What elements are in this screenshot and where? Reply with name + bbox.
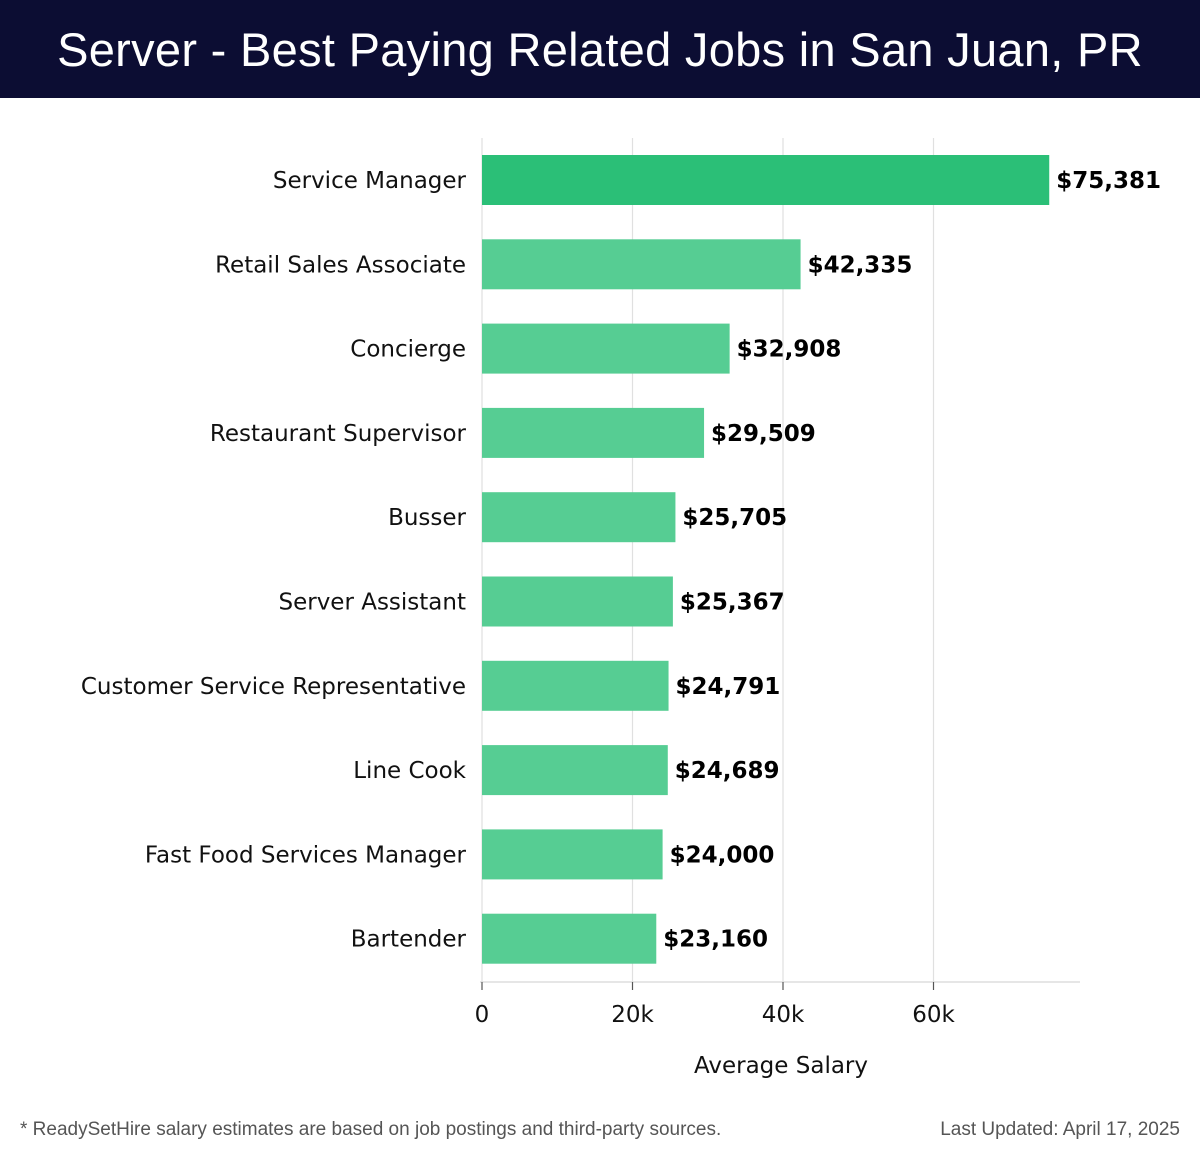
- bar-4: [482, 492, 676, 543]
- bar-9: [482, 913, 657, 964]
- tick-label-1: 20k: [611, 1002, 654, 1028]
- x-axis-ticks: 0 20k 40k 60k: [475, 982, 955, 1028]
- footer-note: * ReadySetHire salary estimates are base…: [20, 1119, 722, 1140]
- bar-7: [482, 745, 668, 796]
- category-label-2: Concierge: [350, 337, 466, 363]
- value-label-2: $32,908: [737, 337, 842, 363]
- chart-header: Server - Best Paying Related Jobs in San…: [0, 0, 1200, 98]
- value-label-3: $29,509: [711, 421, 816, 447]
- value-label-4: $25,705: [682, 505, 787, 531]
- category-label-0: Service Manager: [273, 168, 467, 194]
- category-label-4: Busser: [388, 505, 466, 531]
- chart-title: Server - Best Paying Related Jobs in San…: [57, 22, 1143, 76]
- bar-chart: Service Manager Retail Sales Associate Con…: [81, 138, 1161, 1079]
- category-label-3: Restaurant Supervisor: [210, 421, 467, 447]
- value-label-5: $25,367: [680, 590, 785, 616]
- category-label-1: Retail Sales Associate: [215, 252, 466, 278]
- category-label-9: Bartender: [351, 927, 467, 953]
- category-label-5: Server Assistant: [278, 590, 466, 616]
- bar-1: [482, 239, 801, 290]
- value-label-7: $24,689: [675, 758, 780, 784]
- value-label-6: $24,791: [676, 674, 781, 700]
- value-label-9: $23,160: [663, 927, 768, 953]
- tick-label-3: 60k: [912, 1002, 955, 1028]
- bar-2: [482, 323, 730, 374]
- bar-5: [482, 576, 673, 627]
- bar-0: [482, 155, 1050, 205]
- footer-updated: Last Updated: April 17, 2025: [940, 1119, 1180, 1140]
- bar-6: [482, 660, 669, 711]
- tick-label-2: 40k: [762, 1002, 805, 1028]
- value-label-0: $75,381: [1056, 168, 1161, 194]
- bars: [482, 155, 1050, 964]
- value-labels: $75,381 $42,335 $32,908 $29,509 $25,705 $25,3…: [663, 168, 1161, 953]
- value-label-1: $42,335: [808, 252, 913, 278]
- category-labels: Service Manager Retail Sales Associate Con…: [81, 168, 467, 953]
- tick-label-0: 0: [475, 1002, 490, 1028]
- bar-8: [482, 829, 663, 880]
- value-label-8: $24,000: [670, 842, 775, 868]
- x-axis-title: Average Salary: [694, 1053, 868, 1079]
- category-label-6: Customer Service Representative: [81, 674, 466, 700]
- category-label-8: Fast Food Services Manager: [145, 842, 467, 868]
- bar-3: [482, 407, 705, 458]
- category-label-7: Line Cook: [353, 758, 466, 784]
